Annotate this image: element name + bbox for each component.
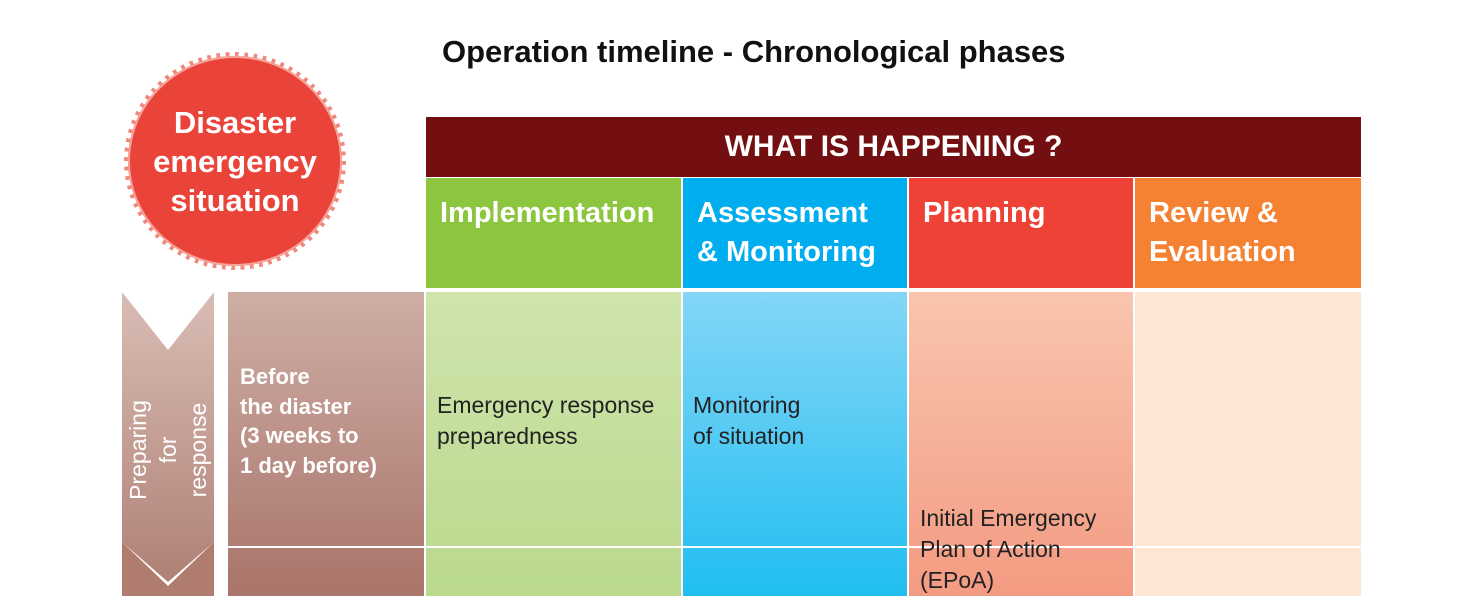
timing-label: Before the diaster (3 weeks to 1 day bef… (240, 364, 377, 478)
stage-label-text: Preparing for response (125, 400, 212, 500)
implementation-cell: Emergency response preparedness (437, 392, 655, 449)
planning-cell: Initial Emergency Plan of Action (EPoA) (920, 505, 1097, 593)
stage-chevron-arrow (122, 292, 214, 582)
phase-header-planning: Planning (909, 178, 1133, 288)
assessment-cell: Monitoring of situation (693, 392, 805, 449)
timing-column (228, 292, 424, 596)
page-title: Operation timeline - Chronological phase… (442, 34, 1066, 69)
row-divider (228, 546, 1361, 548)
disaster-badge: Disaster emergency situation (124, 52, 346, 270)
review-column (1135, 292, 1361, 596)
header-band: WHAT IS HAPPENING ? (426, 117, 1361, 177)
phase-header-review: Review & Evaluation (1135, 178, 1361, 288)
next-stage-chevron (122, 542, 214, 596)
planning-column (909, 292, 1133, 596)
phase-header-implementation: Implementation (426, 178, 681, 288)
assessment-column (683, 292, 907, 596)
stage-label: Preparing for response (122, 370, 214, 530)
implementation-column (426, 292, 681, 596)
badge-label: Disaster emergency situation (153, 104, 317, 218)
phase-header-assessment: Assessment & Monitoring (683, 178, 907, 288)
